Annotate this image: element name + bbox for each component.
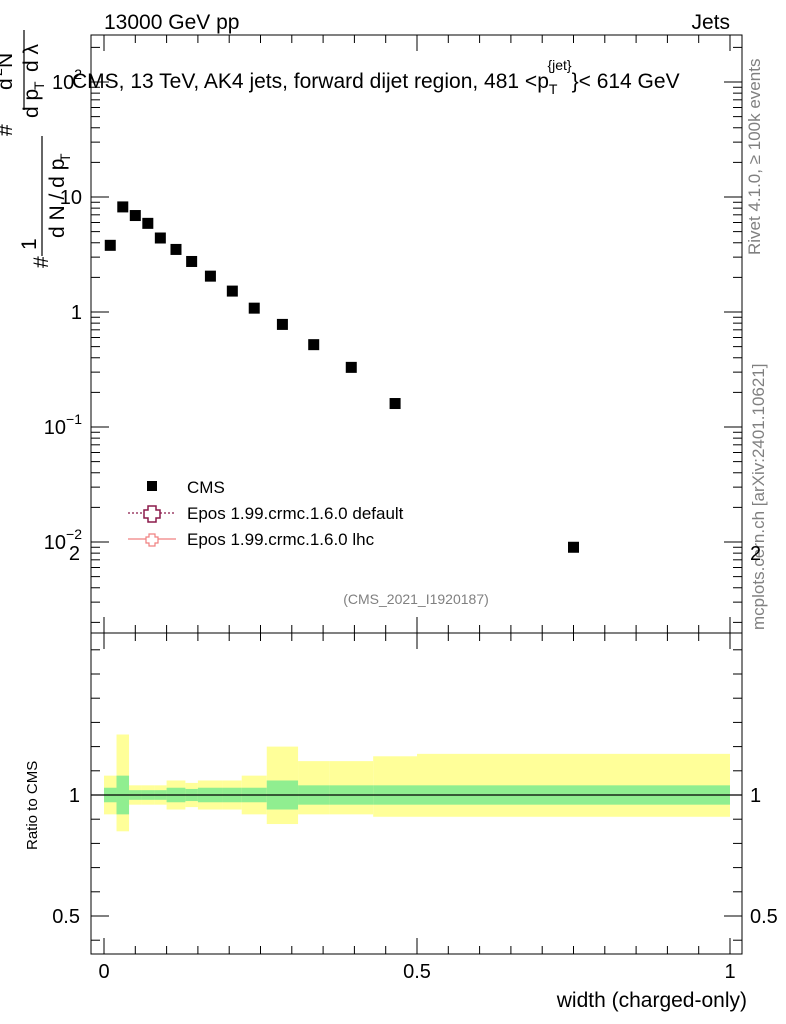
legend: CMS Epos 1.99.crmc.1.6.0 default Epos 1.… — [128, 478, 404, 549]
rivet-label: Rivet 4.1.0, ≥ 100k events — [745, 59, 764, 255]
data-point — [129, 210, 141, 222]
header-right: Jets — [691, 11, 730, 34]
data-point — [204, 270, 216, 282]
analysis-watermark: (CMS_2021_I1920187) — [343, 591, 489, 607]
ratio-y-tick-label-right: 1 — [750, 785, 761, 807]
svg-text:T: T — [31, 81, 47, 90]
x-tick-label: 0 — [98, 961, 109, 983]
svg-text:N: N — [0, 53, 17, 68]
main-y-tick-label: 102 — [52, 66, 82, 94]
data-point — [154, 232, 166, 244]
data-point — [276, 318, 288, 330]
ratio-y-tick-label-left: 1 — [69, 785, 80, 807]
main-axis-ticks — [91, 35, 742, 633]
data-point — [248, 302, 260, 314]
legend-epos-lhc-label: Epos 1.99.crmc.1.6.0 lhc — [187, 530, 375, 549]
total-uncertainty-band — [417, 753, 730, 817]
data-point — [117, 201, 129, 213]
svg-text:d p: d p — [20, 89, 43, 118]
ratio-y-tick-label-left: 2 — [69, 543, 80, 565]
x-axis-label: width (charged-only) — [556, 989, 747, 1012]
data-point — [226, 285, 238, 297]
data-point — [170, 243, 182, 255]
data-point — [142, 217, 154, 229]
ratio-axis-ticks — [91, 633, 742, 954]
main-y-axis-label: # 1 d N / d p T # d 2 N d p T d λ — [0, 30, 73, 268]
svg-text:T: T — [57, 153, 73, 162]
data-point — [568, 541, 579, 553]
legend-epos-default-marker — [143, 505, 161, 523]
ratio-tick-labels: 0.5 0.5 1 1 2 2 0 0.5 1 — [52, 543, 778, 983]
main-y-tick-labels: 102 10 1 10−1 10−2 — [44, 66, 82, 554]
svg-text:d λ: d λ — [20, 43, 43, 72]
data-point — [186, 255, 198, 267]
x-tick-label: 0.5 — [403, 961, 431, 983]
legend-epos-default-label: Epos 1.99.crmc.1.6.0 default — [187, 504, 404, 523]
legend-cms-marker — [147, 481, 157, 491]
ratio-y-tick-label-left: 0.5 — [52, 906, 80, 928]
data-point — [308, 339, 320, 351]
ratio-y-axis-label: Ratio to CMS — [24, 761, 41, 850]
data-point — [104, 239, 116, 251]
header-left: 13000 GeV pp — [104, 11, 239, 34]
main-y-tick-label: 10 — [60, 187, 82, 209]
chart-title: CMS, 13 TeV, AK4 jets, forward dijet reg… — [72, 57, 680, 97]
main-y-tick-label: 10−1 — [44, 411, 82, 439]
ratio-y-tick-label-right: 0.5 — [750, 906, 778, 928]
cms-data-points — [104, 201, 579, 553]
main-y-tick-label: 10−2 — [44, 526, 82, 554]
svg-text:2: 2 — [0, 68, 5, 76]
svg-text:d N / d p: d N / d p — [46, 159, 69, 238]
legend-cms-label: CMS — [187, 478, 225, 497]
svg-text:#: # — [0, 124, 17, 136]
mcplots-label: mcplots.cern.ch [arXiv:2401.10621] — [749, 364, 768, 630]
svg-text:d: d — [0, 78, 17, 90]
data-point — [345, 361, 357, 373]
svg-text:1: 1 — [18, 238, 41, 250]
ratio-y-tick-label-right: 2 — [750, 543, 761, 565]
main-y-tick-label: 1 — [71, 302, 82, 324]
data-point — [389, 398, 401, 410]
ratio-bands — [104, 734, 730, 832]
legend-epos-lhc-marker — [145, 533, 159, 547]
svg-text:#: # — [30, 256, 53, 268]
x-tick-label: 1 — [724, 961, 735, 983]
